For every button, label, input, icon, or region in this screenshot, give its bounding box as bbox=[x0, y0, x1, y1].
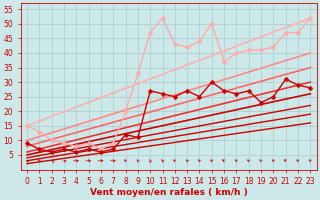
X-axis label: Vent moyen/en rafales ( km/h ): Vent moyen/en rafales ( km/h ) bbox=[90, 188, 248, 197]
